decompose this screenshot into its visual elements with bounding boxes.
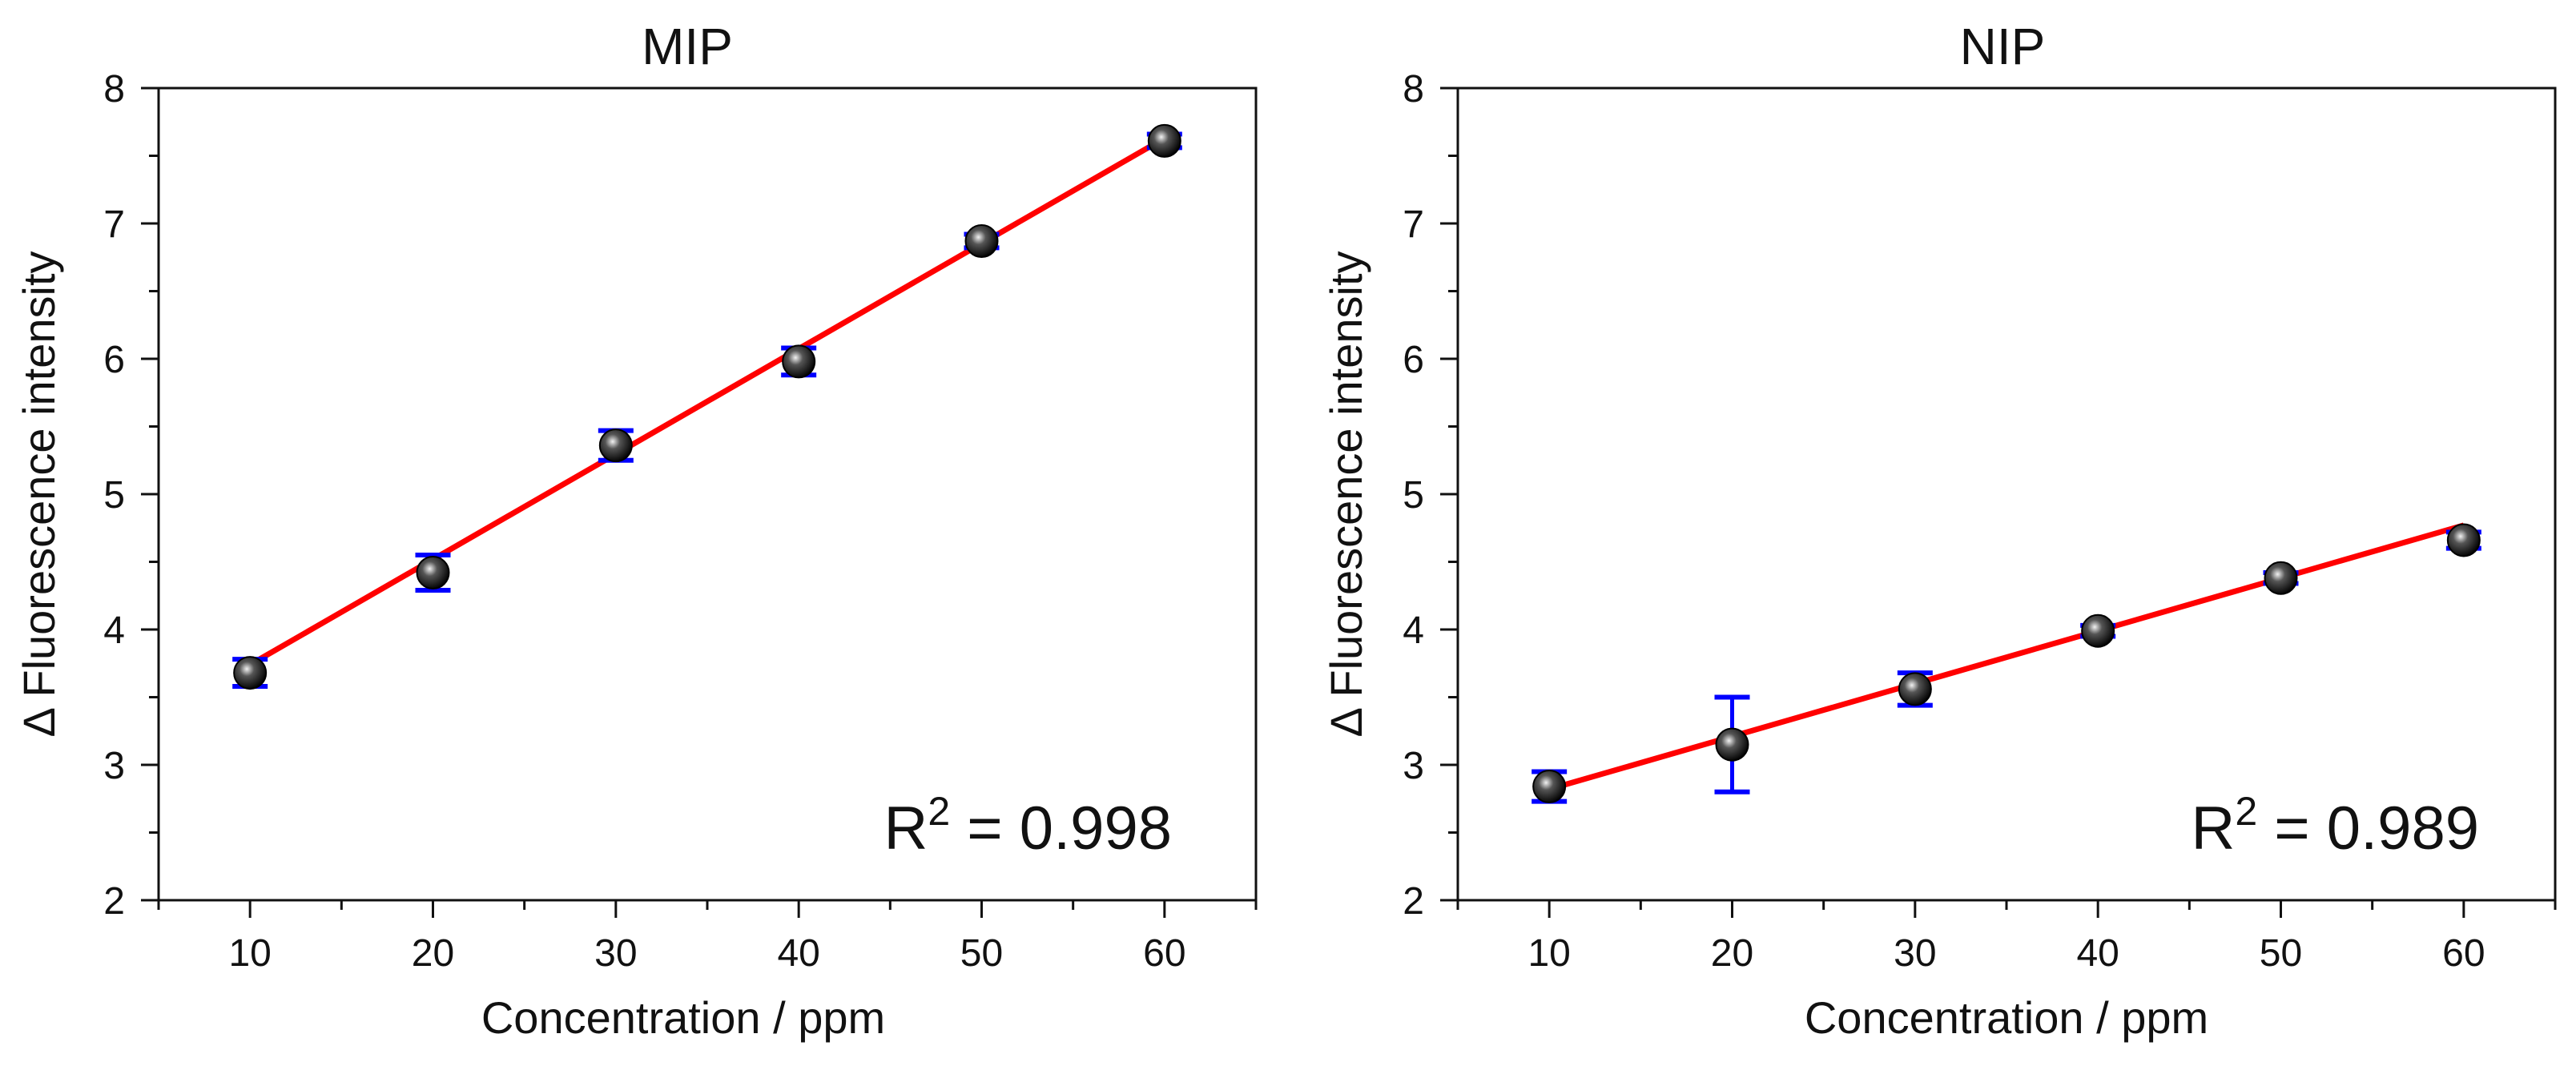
- x-tick-label: 30: [1894, 932, 1936, 975]
- data-point: [1147, 123, 1181, 158]
- r-squared-prefix: R: [883, 794, 928, 863]
- r-squared-superscript: 2: [928, 789, 950, 834]
- chart-nip: NIP 10 20 30 40 50 60 2 3 4 5 6 7 8 Concentration / …: [1321, 18, 2557, 1043]
- y-tick-label: 5: [1403, 474, 1424, 517]
- y-tick-label: 4: [103, 609, 125, 652]
- r-squared-label: R2 = 0.989: [2191, 789, 2479, 863]
- y-tick-label: 2: [103, 880, 125, 923]
- x-tick-label: 60: [1143, 932, 1185, 975]
- y-tick-label: 3: [103, 745, 125, 787]
- y-tick-label: 5: [103, 474, 125, 517]
- data-point: [1532, 770, 1567, 804]
- r-squared-label: R2 = 0.998: [883, 789, 1172, 863]
- x-tick-label: 40: [777, 932, 819, 975]
- x-tick-label: 60: [2442, 932, 2485, 975]
- points-layer: [1532, 523, 2481, 804]
- r-squared-value: = 0.998: [950, 794, 1172, 863]
- fit-line: [248, 135, 1166, 667]
- x-tick-label: 30: [594, 932, 637, 975]
- chart-title: MIP: [642, 18, 733, 75]
- y-tick-label: 6: [1403, 339, 1424, 381]
- chart-title: NIP: [1960, 18, 2046, 75]
- x-tick-label: 10: [1527, 932, 1570, 975]
- x-tick-label: 50: [2260, 932, 2302, 975]
- y-tick-label: 7: [1403, 203, 1424, 246]
- r-squared-value: = 0.989: [2257, 794, 2479, 863]
- r-squared-superscript: 2: [2235, 789, 2257, 834]
- data-point: [782, 344, 816, 379]
- data-point: [2081, 613, 2115, 648]
- data-point: [1898, 672, 1932, 706]
- y-tick-label: 8: [1403, 68, 1424, 111]
- y-tick-label: 2: [1403, 880, 1424, 923]
- y-tick-label: 4: [1403, 609, 1424, 652]
- y-tick-label: 7: [103, 203, 125, 246]
- r-squared-prefix: R: [2191, 794, 2235, 863]
- chart-mip: MIP 10 20 30 40 50 60 2 3 4 5 6 7 8 Concentration / …: [14, 18, 1258, 1043]
- data-point: [233, 656, 268, 690]
- y-tick-label: 6: [103, 339, 125, 381]
- x-tick-label: 20: [1711, 932, 1753, 975]
- points-layer: [232, 123, 1182, 690]
- data-point: [2264, 561, 2298, 595]
- y-tick-label: 3: [1403, 745, 1424, 787]
- tick-layer: 10 20 30 40 50 60 2 3 4 5 6 7 8: [1403, 68, 2557, 975]
- x-tick-label: 10: [228, 932, 271, 975]
- x-tick-label: 50: [960, 932, 1003, 975]
- tick-layer: 10 20 30 40 50 60 2 3 4 5 6 7 8: [103, 68, 1258, 975]
- y-axis-label: Δ Fluorescence intensity: [1321, 251, 1371, 737]
- y-axis-label: Δ Fluorescence intensity: [14, 251, 64, 737]
- data-point: [598, 428, 633, 463]
- data-point: [2446, 523, 2481, 557]
- fit-line: [1548, 522, 2465, 792]
- x-tick-label: 20: [412, 932, 454, 975]
- plot-frame: [1456, 86, 2557, 902]
- x-tick-label: 40: [2076, 932, 2119, 975]
- plot-frame: [157, 86, 1258, 902]
- x-axis-label: Concentration / ppm: [1805, 992, 2208, 1043]
- x-axis-label: Concentration / ppm: [481, 992, 885, 1043]
- data-point: [416, 556, 450, 590]
- data-point: [1715, 727, 1749, 762]
- y-tick-label: 8: [103, 68, 125, 111]
- data-point: [964, 223, 999, 258]
